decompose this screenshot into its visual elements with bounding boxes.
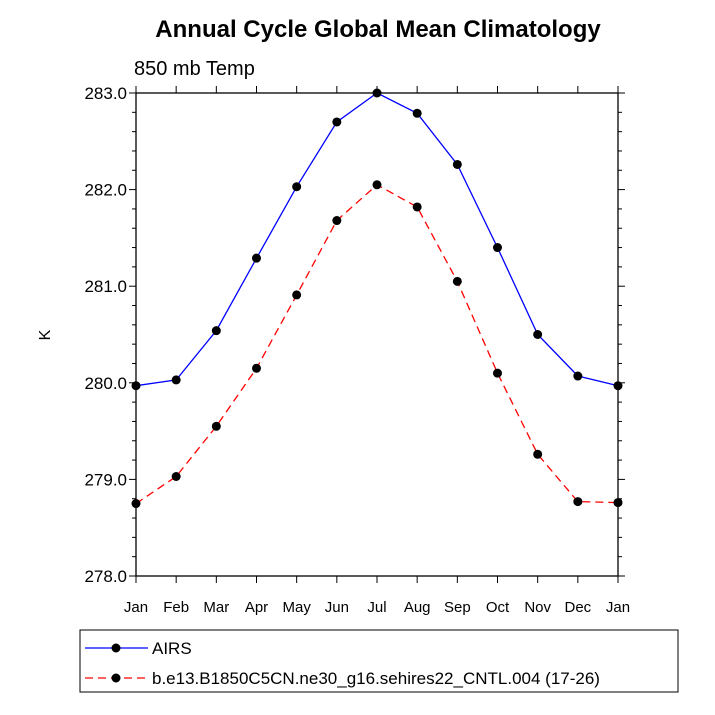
plot-frame	[135, 92, 619, 577]
axis-ticks	[129, 86, 625, 583]
x-tick-label: Jan	[124, 599, 148, 616]
x-tick-label: Jan	[606, 599, 630, 616]
data-point-0	[372, 88, 382, 98]
data-point-1	[613, 498, 623, 508]
y-tick-label: 281.0	[84, 277, 127, 296]
x-tick-labels: Jan Feb Mar Apr May Jun Jul Aug Sep Oct Nov Dec Jan	[124, 599, 630, 616]
x-tick-label: Dec	[564, 599, 591, 616]
y-tick-label: 279.0	[84, 470, 127, 489]
series-line-1	[135, 184, 619, 505]
y-axis-label: K	[37, 329, 54, 340]
data-point-0	[131, 381, 141, 391]
data-point-1	[533, 449, 543, 459]
data-point-0	[493, 243, 502, 253]
y-tick-label: 283.0	[84, 84, 127, 103]
x-tick-label: Jul	[367, 599, 386, 616]
chart-subtitle: 850 mb Temp	[134, 58, 255, 80]
x-tick-label: Sep	[444, 599, 471, 616]
y-tick-labels: 278.0 279.0 280.0 281.0 282.0 283.0	[84, 84, 127, 586]
data-point-1	[292, 290, 302, 300]
data-point-1	[252, 363, 261, 373]
x-tick-label: Feb	[163, 599, 189, 616]
data-point-0	[613, 381, 623, 391]
data-point-0	[292, 182, 302, 192]
x-tick-label: Nov	[524, 599, 551, 616]
data-point-0	[412, 108, 422, 118]
y-tick-label: 282.0	[84, 181, 127, 200]
x-tick-label: Jun	[325, 599, 349, 616]
legend-box	[79, 629, 679, 693]
x-tick-label: May	[282, 599, 311, 616]
series-line-0	[135, 92, 619, 387]
series-layer	[131, 88, 623, 509]
data-point-1	[171, 472, 181, 482]
y-tick-label: 280.0	[84, 374, 127, 393]
data-point-0	[252, 253, 261, 263]
data-point-1	[131, 499, 141, 509]
x-tick-label: Apr	[245, 599, 268, 616]
data-point-1	[372, 180, 382, 190]
data-point-0	[171, 375, 181, 385]
data-point-1	[452, 276, 462, 286]
legend-label-model: b.e13.B1850C5CN.ne30_g16.sehires22_CNTL.…	[152, 669, 600, 688]
data-point-0	[452, 159, 462, 169]
x-tick-label: Oct	[486, 599, 510, 616]
x-tick-label: Mar	[203, 599, 229, 616]
data-point-0	[533, 330, 543, 339]
x-tick-label: Aug	[404, 599, 431, 616]
data-point-0	[332, 117, 342, 127]
legend: AIRS b.e13.B1850C5CN.ne30_g16.sehires22_…	[79, 629, 679, 693]
data-point-1	[573, 497, 583, 507]
data-point-0	[573, 371, 583, 381]
data-point-1	[332, 216, 342, 226]
y-tick-label: 278.0	[84, 567, 127, 586]
legend-marker-model	[111, 673, 121, 683]
chart-title: Annual Cycle Global Mean Climatology	[155, 16, 601, 43]
legend-marker-airs	[111, 643, 121, 653]
legend-label-airs: AIRS	[152, 639, 192, 658]
data-point-1	[211, 421, 221, 431]
data-point-0	[211, 326, 221, 336]
data-point-1	[493, 368, 502, 378]
data-point-1	[412, 202, 422, 212]
